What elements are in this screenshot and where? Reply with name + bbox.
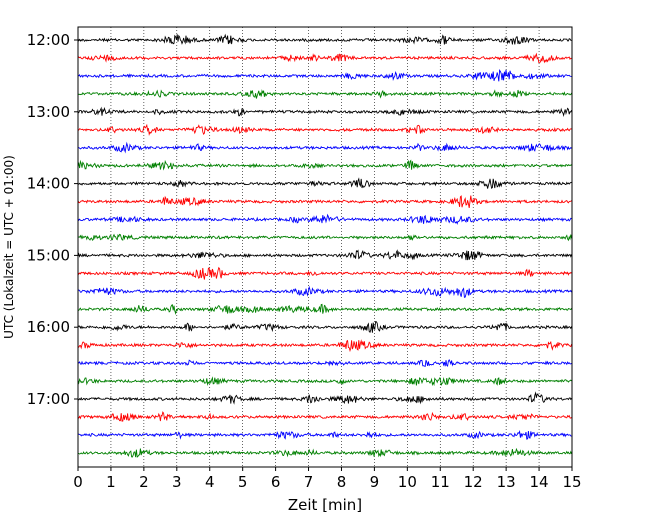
- trace-row-1730: [77, 430, 572, 440]
- y-axis-label: UTC (Lokalzeit = UTC + 01:00): [2, 155, 16, 339]
- trace-row-1300: [77, 106, 573, 118]
- x-tick-label: 0: [73, 473, 83, 491]
- x-tick-label: 6: [271, 473, 281, 491]
- trace-row-1445: [77, 233, 573, 242]
- x-tick-label: 3: [172, 473, 182, 491]
- x-axis-label: Zeit [min]: [288, 496, 362, 514]
- x-tick-label: 15: [562, 473, 581, 491]
- x-tick-label: 4: [205, 473, 215, 491]
- trace-row-1330: [77, 141, 572, 154]
- trace-row-1615: [77, 339, 573, 353]
- x-tick-label: 10: [398, 473, 417, 491]
- x-tick-label: 5: [238, 473, 248, 491]
- trace-row-1200: [77, 33, 572, 45]
- trace-row-1215: [77, 52, 572, 64]
- trace-row-1700: [77, 391, 572, 405]
- plot-frame: [77, 26, 573, 468]
- y-tick-label: 13:00: [27, 103, 70, 121]
- trace-row-1400: [77, 177, 572, 190]
- grid-lines: [110, 27, 540, 467]
- x-tick-label: 2: [139, 473, 149, 491]
- y-tick-label: 15:00: [27, 246, 70, 264]
- y-tick-label: 12:00: [27, 31, 70, 49]
- trace-row-1315: [77, 123, 572, 136]
- x-tick-label: 14: [530, 473, 549, 491]
- trace-row-1430: [77, 213, 572, 225]
- x-tick-label: 7: [304, 473, 314, 491]
- seismic-traces: [77, 33, 573, 458]
- y-tick-label: 17:00: [27, 390, 70, 408]
- trace-row-1415: [77, 195, 572, 208]
- trace-row-1500: [77, 249, 573, 261]
- trace-row-1630: [77, 358, 572, 367]
- x-tick-label: 8: [337, 473, 347, 491]
- trace-row-1715: [77, 411, 572, 422]
- y-axis-ticks: 12:00 13:00 14:00 15:00 16:00 17:00: [27, 31, 78, 408]
- trace-row-1515: [77, 266, 572, 280]
- trace-row-1245: [77, 89, 573, 99]
- trace-row-1600: [77, 321, 573, 334]
- x-tick-label: 12: [464, 473, 483, 491]
- trace-row-1645: [77, 376, 572, 387]
- x-tick-label: 13: [497, 473, 516, 491]
- trace-row-1545: [78, 303, 572, 316]
- trace-row-1230: [77, 69, 572, 82]
- trace-row-1345: [77, 159, 572, 171]
- x-tick-label: 9: [370, 473, 380, 491]
- trace-row-1745: [77, 447, 573, 458]
- x-tick-label: 1: [106, 473, 116, 491]
- x-axis-ticks: 0 1 2 3 4 5 6 7 8 9 10 11 12 13 14 15: [73, 467, 582, 491]
- trace-row-1530: [77, 285, 573, 298]
- x-tick-label: 11: [431, 473, 450, 491]
- y-tick-label: 14:00: [27, 175, 70, 193]
- y-tick-label: 16:00: [27, 318, 70, 336]
